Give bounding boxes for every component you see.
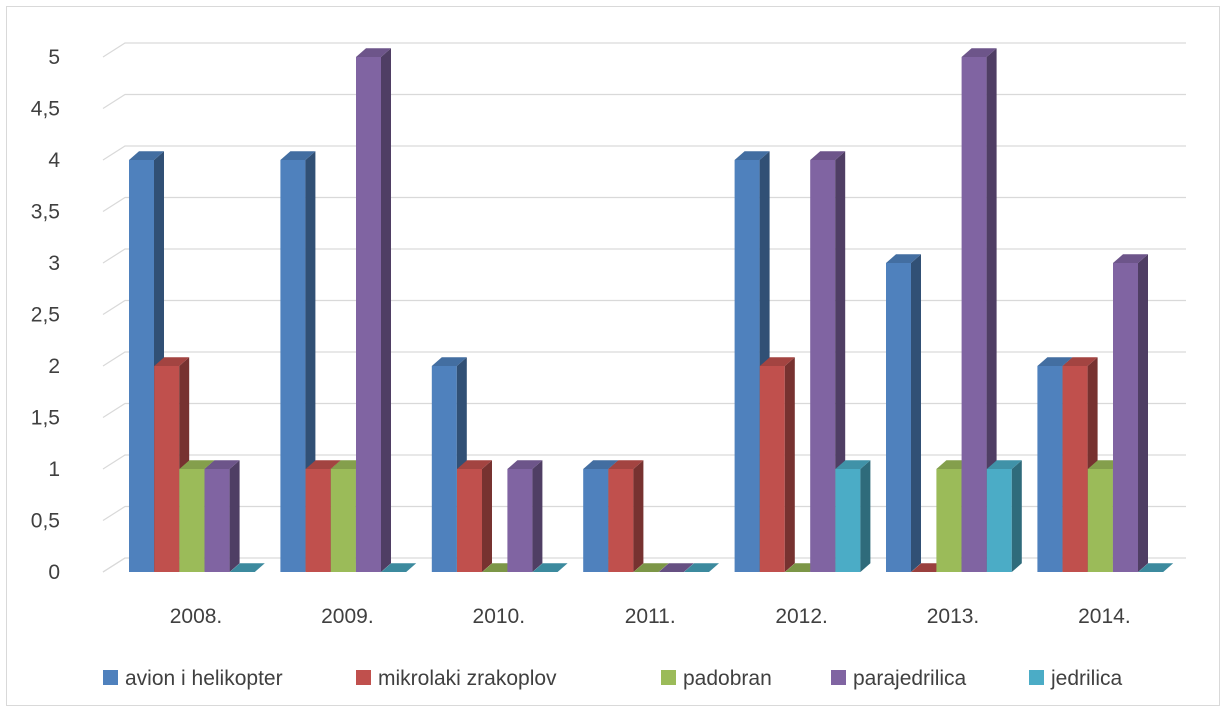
- x-tick-label: 2013.: [927, 605, 980, 628]
- legend-label: parajedrilica: [853, 667, 967, 690]
- bar: [633, 563, 669, 572]
- gridline: [102, 196, 1186, 213]
- y-tick-label: 1,5: [31, 407, 60, 430]
- y-tick-label: 4,5: [31, 98, 60, 121]
- y-tick-label: 5: [48, 46, 60, 69]
- bar: [1062, 357, 1098, 572]
- x-tick-label: 2010.: [473, 605, 526, 628]
- legend-swatch: [103, 670, 118, 685]
- legend-label: mikrolaki zrakoplov: [378, 667, 557, 690]
- bar: [1113, 254, 1148, 572]
- legend-label: jedrilica: [1050, 667, 1123, 690]
- x-tick-label: 2009.: [321, 605, 374, 628]
- floor-edge: [102, 557, 126, 573]
- x-tick-label: 2011.: [625, 605, 676, 628]
- x-tick-label: 2012.: [775, 605, 828, 628]
- legend-swatch: [831, 670, 846, 685]
- bar: [759, 357, 795, 572]
- bar: [608, 460, 644, 572]
- y-tick-label: 3,5: [31, 201, 60, 224]
- y-tick-label: 3: [48, 252, 60, 275]
- legend-label: padobran: [683, 667, 772, 690]
- gridline: [102, 299, 1186, 316]
- gridline: [102, 248, 1186, 264]
- gridline: [102, 402, 1186, 419]
- bar: [835, 460, 871, 572]
- chart-frame: [6, 6, 1220, 706]
- bar: [457, 460, 492, 572]
- bar: [734, 151, 770, 572]
- gridline: [102, 145, 1186, 161]
- legend-item: jedrilica: [1029, 667, 1123, 690]
- legend-item: mikrolaki zrakoplov: [356, 667, 557, 690]
- bar: [507, 460, 543, 572]
- bar: [986, 460, 1022, 572]
- bar: [810, 151, 846, 572]
- legend-item: parajedrilica: [831, 667, 967, 690]
- legend: avion i helikopter mikrolaki zrakoplov pad…: [103, 667, 1123, 690]
- gridlines: [102, 42, 1186, 573]
- gridline: [102, 351, 1186, 367]
- legend-label: avion i helikopter: [125, 667, 283, 690]
- y-tick-label: 2: [48, 355, 60, 378]
- y-tick-label: 2,5: [31, 304, 60, 327]
- legend-item: avion i helikopter: [103, 667, 283, 690]
- gridline: [102, 505, 1186, 522]
- bar: [961, 48, 997, 572]
- x-axis-tick-labels: 2008. 2009. 2010. 2011. 2012. 2013. 2014.: [170, 605, 1131, 628]
- bar: [229, 563, 265, 572]
- y-tick-label: 0: [48, 561, 60, 584]
- legend-item: padobran: [661, 667, 772, 690]
- gridline: [102, 454, 1186, 470]
- bar: [356, 48, 391, 572]
- legend-swatch: [356, 670, 371, 685]
- gridline: [102, 42, 1186, 58]
- x-tick-label: 2008.: [170, 605, 223, 628]
- bar: [684, 563, 719, 572]
- gridline: [102, 93, 1186, 110]
- bar: [1138, 563, 1174, 572]
- bar: [381, 563, 417, 572]
- bar: [886, 254, 921, 572]
- y-axis-tick-labels: 0 0,5 1 1,5 2 2,5 3 3,5 4 4,5 5: [31, 46, 61, 584]
- y-tick-label: 4: [48, 149, 60, 172]
- bar: [204, 460, 240, 572]
- legend-swatch: [661, 670, 676, 685]
- bar: [658, 563, 694, 572]
- bar: [532, 563, 568, 572]
- bars: [129, 48, 1174, 572]
- x-tick-label: 2014.: [1078, 605, 1131, 628]
- legend-swatch: [1029, 670, 1044, 685]
- y-tick-label: 1: [48, 458, 60, 481]
- y-tick-label: 0,5: [31, 510, 60, 533]
